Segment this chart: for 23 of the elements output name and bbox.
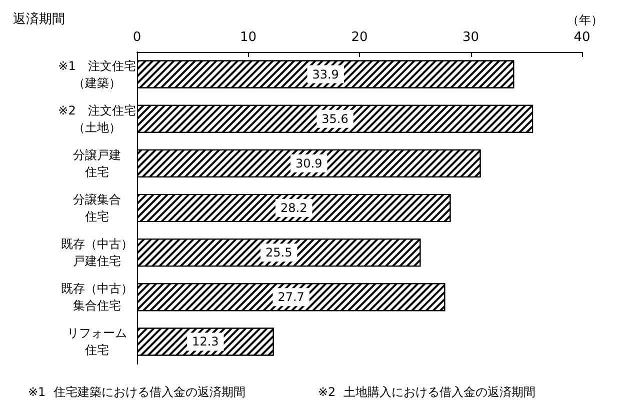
data-label: 33.9 bbox=[312, 67, 339, 82]
data-label: 35.6 bbox=[322, 112, 348, 126]
data-label: 12.3 bbox=[192, 334, 219, 349]
y-tick-label: リフォーム住宅 bbox=[67, 326, 127, 358]
data-label: 30.9 bbox=[296, 156, 322, 170]
y-tick-label: ※2 注文住宅（土地） bbox=[58, 103, 136, 134]
y-tick-label: 既存（中古）戸建住宅 bbox=[61, 237, 133, 268]
y-tick-label: ※1 注文住宅（建築） bbox=[58, 58, 136, 90]
x-tick-label: 0 bbox=[132, 30, 142, 45]
x-tick-label: 20 bbox=[351, 30, 368, 45]
x-axis-title: （年） bbox=[567, 13, 603, 27]
data-label: 25.5 bbox=[265, 246, 292, 260]
x-tick-label: 10 bbox=[240, 30, 257, 45]
y-tick-label: 分譲戸建住宅 bbox=[73, 148, 121, 179]
y-tick-label: 分譲集合住宅 bbox=[73, 192, 121, 224]
text: ※2 土地購入における借入金の返済期間 bbox=[318, 385, 536, 399]
data-label: 28.2 bbox=[280, 201, 308, 215]
text: ※1 住宅建築における借入金の返済期間 bbox=[28, 385, 246, 399]
y-tick-label: 既存（中古）集合住宅 bbox=[61, 282, 133, 313]
chart-title: 返済期間 bbox=[13, 11, 65, 27]
data-label: 27.7 bbox=[278, 290, 304, 304]
x-tick-label: 30 bbox=[462, 30, 480, 45]
x-tick-label: 40 bbox=[574, 30, 590, 45]
